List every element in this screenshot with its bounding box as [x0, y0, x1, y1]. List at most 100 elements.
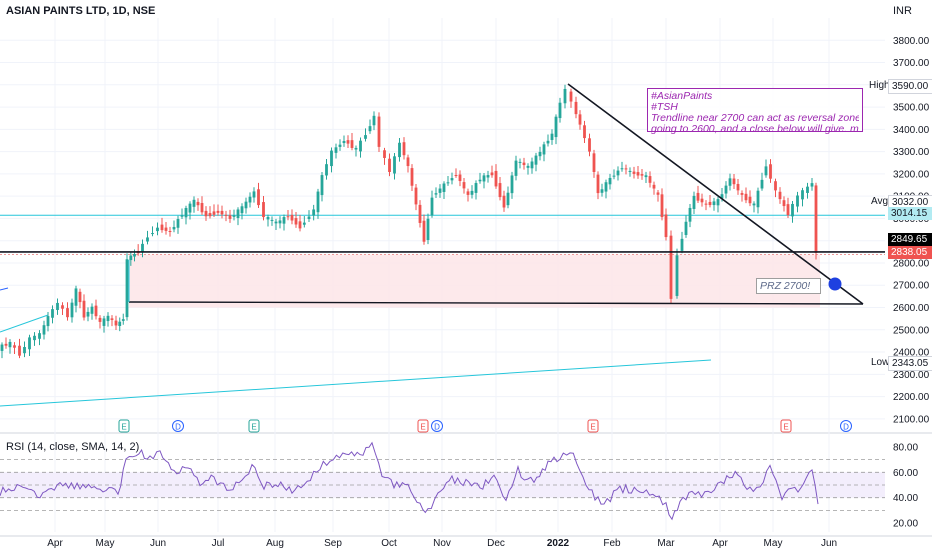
candle [608, 173, 612, 190]
candle [70, 298, 74, 323]
candle [660, 188, 664, 221]
candle [121, 313, 125, 325]
candle [430, 190, 434, 218]
left-trendline [0, 314, 49, 333]
candle-body [61, 305, 64, 309]
low-tag: Low [871, 357, 890, 368]
candle [168, 226, 172, 237]
candle [656, 189, 660, 202]
candle [530, 157, 534, 174]
candle [228, 209, 232, 223]
candle-body [224, 214, 228, 216]
candle-body [546, 140, 550, 144]
candle [290, 209, 294, 225]
prz-label[interactable]: PRZ 2700! [756, 278, 821, 294]
candle [422, 214, 426, 245]
candle-body [569, 91, 573, 102]
candle [56, 298, 59, 315]
candle-body [583, 125, 586, 139]
candle-body [510, 175, 514, 194]
candle-body [534, 155, 538, 165]
candle-body [656, 192, 660, 195]
candle [212, 204, 216, 218]
candle-body [266, 216, 270, 220]
candle-body [393, 156, 396, 174]
analysis-note[interactable]: #AsianPaints #TSH Trendline near 2700 ca… [647, 88, 863, 135]
candle-body [86, 311, 90, 317]
marker-shape [417, 419, 429, 433]
candle [74, 285, 78, 313]
candle [640, 169, 644, 180]
candle-body [814, 185, 818, 253]
candle-body [164, 227, 168, 231]
candle-body [4, 343, 8, 346]
marker-letter: D [843, 423, 849, 432]
candle-body [708, 201, 712, 206]
candle-body [372, 115, 376, 126]
candle-body [325, 164, 328, 176]
candle-body [418, 204, 422, 223]
candle [257, 182, 260, 208]
x-tick-label: May [764, 538, 783, 549]
candle-body [769, 164, 772, 179]
candle-body [410, 168, 414, 186]
candle-body [240, 206, 244, 214]
candle-body [612, 175, 616, 177]
candle [732, 174, 736, 190]
candle [98, 315, 102, 329]
candle-body [156, 227, 159, 232]
candle [252, 187, 256, 203]
candle-body [70, 302, 74, 318]
candle-body [316, 191, 320, 213]
candle [248, 192, 252, 208]
rsi-tick-label: 20.00 [893, 519, 918, 530]
candle-body [121, 319, 125, 321]
candle-body [33, 335, 36, 341]
candle [298, 214, 302, 232]
candle-body [220, 210, 224, 215]
candle-body [42, 325, 46, 335]
chart-title: ASIAN PAINTS LTD, 1D, NSE [6, 5, 156, 17]
candle [266, 214, 270, 227]
candle [470, 185, 474, 199]
candle-body [236, 209, 240, 219]
candle [151, 226, 154, 237]
note-line: Trendline near 2700 can act as reversal … [651, 113, 859, 124]
candle-body [196, 201, 200, 206]
candle-body [778, 191, 782, 200]
candle [216, 204, 220, 216]
candle-body [518, 161, 522, 163]
candle-body [458, 174, 462, 182]
candle-body [494, 170, 498, 187]
candle-body [640, 174, 644, 176]
candle [192, 196, 196, 213]
candle [669, 230, 673, 304]
candle [8, 339, 12, 354]
candle-body [354, 147, 358, 150]
candle [612, 169, 616, 180]
dividend-marker: D [840, 420, 852, 432]
candle [791, 201, 794, 223]
candle [756, 187, 760, 214]
candle [42, 320, 46, 340]
candle [636, 166, 640, 179]
candle [398, 138, 401, 162]
candle-body [8, 341, 12, 348]
candle-body [692, 195, 696, 209]
candle-body [402, 142, 406, 156]
descending-trendline [567, 83, 864, 305]
candle-body [454, 175, 458, 177]
candle [418, 200, 422, 228]
candle-body [782, 200, 786, 207]
marker-letter: D [175, 423, 181, 432]
candle-body [359, 140, 362, 152]
candle-body [312, 209, 316, 216]
candle-body [446, 182, 450, 184]
candle-body [270, 219, 274, 221]
candle-body [248, 196, 252, 203]
candle [760, 172, 764, 191]
candle [736, 179, 740, 195]
candle-body [506, 192, 510, 206]
candle-body [364, 135, 367, 139]
